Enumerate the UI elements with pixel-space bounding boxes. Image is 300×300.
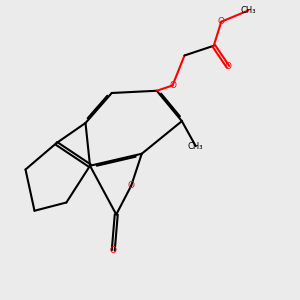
Text: O: O	[128, 181, 135, 190]
Text: O: O	[224, 62, 232, 71]
Text: CH₃: CH₃	[241, 6, 256, 15]
Text: O: O	[110, 246, 117, 255]
Text: O: O	[218, 17, 225, 26]
Text: CH₃: CH₃	[188, 142, 203, 151]
Text: O: O	[169, 81, 176, 90]
